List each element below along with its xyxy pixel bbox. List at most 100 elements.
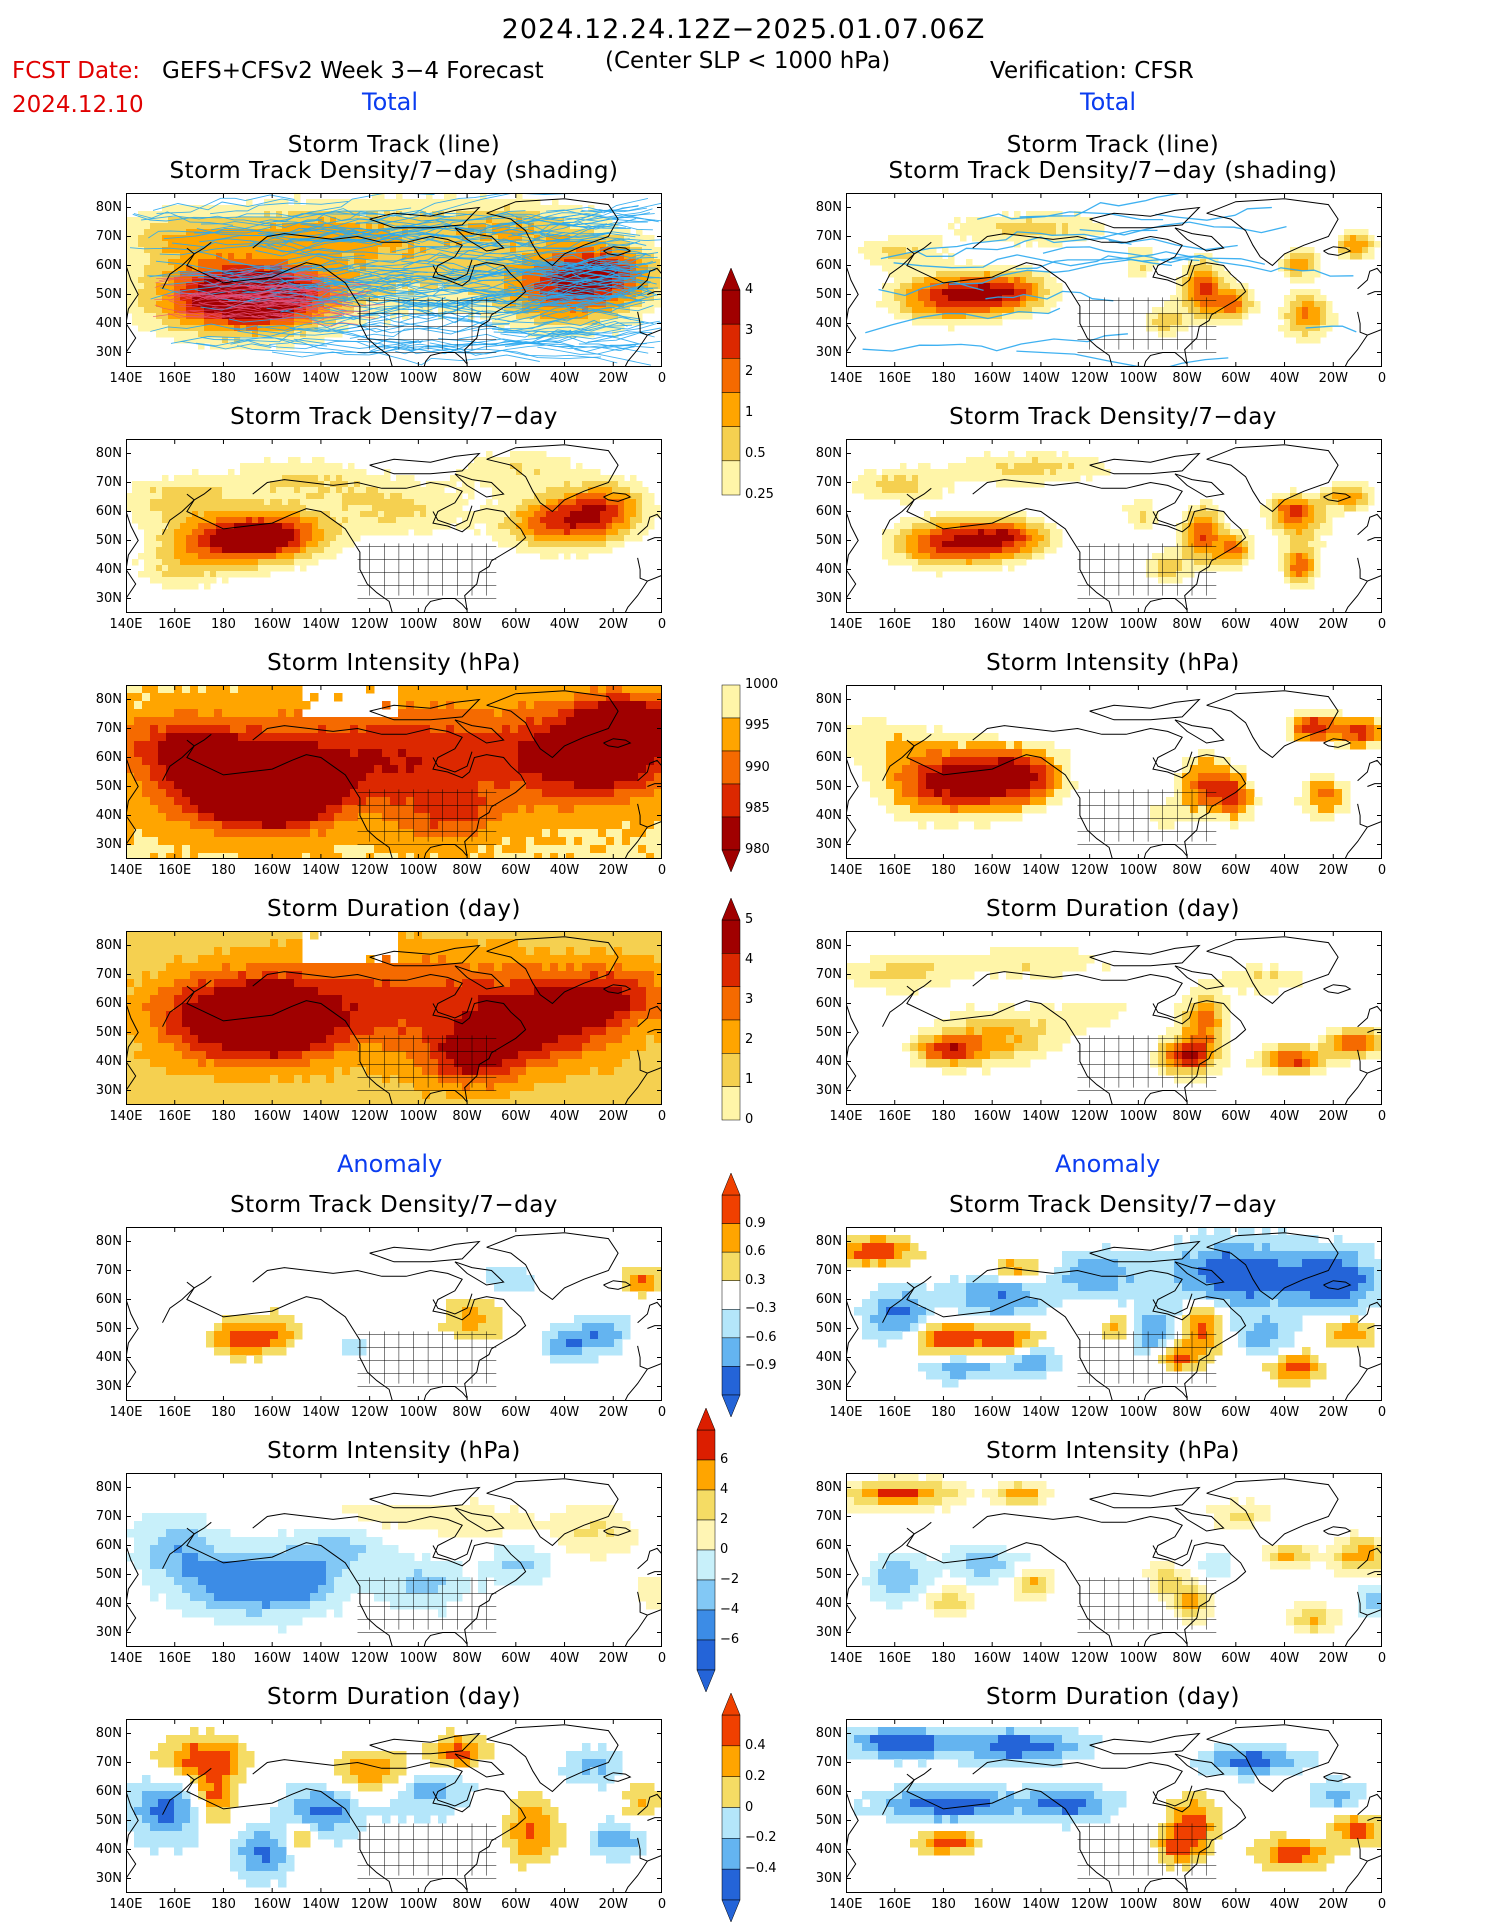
duration-anom-map-left [126, 1719, 662, 1893]
lat-tick-label: 30N [802, 1083, 842, 1098]
lat-tick-label: 50N [802, 1025, 842, 1040]
lon-tick-label: 80W [445, 1405, 489, 1420]
lon-tick-label: 100W [1116, 1651, 1160, 1666]
lon-tick-label: 20W [591, 617, 635, 632]
lon-tick-label: 140E [104, 1109, 148, 1124]
density-anom-map-left [126, 1227, 662, 1401]
lon-tick-label: 60W [494, 617, 538, 632]
lon-tick-label: 160W [970, 1651, 1014, 1666]
lat-tick-label: 40N [802, 808, 842, 823]
lon-tick-label: 180 [921, 1109, 965, 1124]
title-duration-left: Storm Duration (day) [124, 896, 664, 922]
title-intensity-anom-left: Storm Intensity (hPa) [124, 1438, 664, 1464]
lon-tick-label: 140W [1019, 1651, 1063, 1666]
lon-tick-label: 20W [1311, 1405, 1355, 1420]
lat-tick-label: 70N [82, 721, 122, 736]
duration-map-right [846, 931, 1382, 1105]
lat-tick-label: 70N [802, 721, 842, 736]
lat-tick-label: 70N [802, 1755, 842, 1770]
lon-tick-label: 160W [970, 1405, 1014, 1420]
lon-tick-label: 80W [1165, 1405, 1209, 1420]
lat-tick-label: 60N [82, 258, 122, 273]
lon-tick-label: 120W [1068, 863, 1112, 878]
title-track-density-anom-left: Storm Track Density/7−day [124, 1192, 664, 1218]
lon-tick-label: 80W [1165, 617, 1209, 632]
lon-tick-label: 20W [1311, 1897, 1355, 1912]
lat-tick-label: 40N [802, 316, 842, 331]
lat-tick-label: 50N [802, 287, 842, 302]
colorbar-label: 0.6 [745, 1244, 766, 1259]
lon-tick-label: 100W [1116, 863, 1160, 878]
lat-tick-label: 40N [82, 562, 122, 577]
duration-map-left [126, 931, 662, 1105]
title-intensity-right: Storm Intensity (hPa) [843, 650, 1383, 676]
lat-tick-label: 30N [802, 345, 842, 360]
lon-tick-label: 0 [640, 863, 684, 878]
colorbar-label: 5 [745, 912, 753, 927]
lon-tick-label: 120W [348, 1405, 392, 1420]
lat-tick-label: 80N [802, 200, 842, 215]
density-anom-map-right [846, 1227, 1382, 1401]
colorbar-label: 4 [745, 282, 753, 297]
colorbar-label: −6 [720, 1632, 739, 1647]
main-title: 2024.12.24.12Z−2025.01.07.06Z [0, 14, 1487, 45]
lon-tick-label: 140E [104, 1897, 148, 1912]
lon-tick-label: 40W [1263, 371, 1307, 386]
lat-tick-label: 60N [802, 1292, 842, 1307]
lon-tick-label: 160W [250, 1109, 294, 1124]
colorbar-label: 0.9 [745, 1216, 766, 1231]
lon-tick-label: 0 [1360, 1897, 1404, 1912]
lat-tick-label: 50N [82, 1567, 122, 1582]
lon-tick-label: 100W [1116, 1405, 1160, 1420]
lon-tick-label: 140W [299, 863, 343, 878]
lon-tick-label: 140W [1019, 1109, 1063, 1124]
colorbar-label: −0.6 [745, 1330, 777, 1345]
lon-tick-label: 160E [153, 1897, 197, 1912]
lon-tick-label: 180 [201, 371, 245, 386]
lon-tick-label: 140W [299, 617, 343, 632]
lon-tick-label: 60W [1214, 1109, 1258, 1124]
track-density-map-left [126, 439, 662, 613]
lon-tick-label: 180 [921, 1897, 965, 1912]
colorbar-density-total [721, 266, 741, 525]
lat-tick-label: 60N [82, 1538, 122, 1553]
lat-tick-label: 30N [82, 1625, 122, 1640]
lon-tick-label: 180 [921, 863, 965, 878]
fcst-model: GEFS+CFSv2 Week 3−4 Forecast [162, 58, 544, 84]
lat-tick-label: 50N [802, 1321, 842, 1336]
lon-tick-label: 60W [1214, 371, 1258, 386]
lon-tick-label: 20W [591, 1405, 635, 1420]
lon-tick-label: 40W [543, 1109, 587, 1124]
lat-tick-label: 80N [82, 200, 122, 215]
lon-tick-label: 120W [1068, 617, 1112, 632]
lon-tick-label: 160W [250, 371, 294, 386]
lat-tick-label: 60N [802, 258, 842, 273]
lon-tick-label: 80W [1165, 1109, 1209, 1124]
lon-tick-label: 20W [1311, 1109, 1355, 1124]
lat-tick-label: 30N [802, 1625, 842, 1640]
lon-tick-label: 100W [396, 1109, 440, 1124]
lon-tick-label: 140W [1019, 1897, 1063, 1912]
lon-tick-label: 0 [1360, 371, 1404, 386]
lon-tick-label: 60W [494, 1651, 538, 1666]
lon-tick-label: 160E [873, 1897, 917, 1912]
colorbar-label: 0 [745, 1800, 753, 1815]
lon-tick-label: 80W [445, 1651, 489, 1666]
lon-tick-label: 60W [1214, 863, 1258, 878]
lat-tick-label: 80N [802, 938, 842, 953]
section-anomaly-left: Anomaly [337, 1150, 442, 1178]
lat-tick-label: 70N [802, 475, 842, 490]
fcst-label: FCST Date: [12, 58, 140, 84]
lat-tick-label: 40N [802, 1350, 842, 1365]
subtitle: (Center SLP < 1000 hPa) [605, 48, 890, 74]
title-intensity-anom-right: Storm Intensity (hPa) [843, 1438, 1383, 1464]
lon-tick-label: 40W [543, 1405, 587, 1420]
lon-tick-label: 180 [921, 617, 965, 632]
lon-tick-label: 0 [640, 1109, 684, 1124]
lon-tick-label: 120W [348, 1651, 392, 1666]
lat-tick-label: 60N [82, 996, 122, 1011]
verification-label: Verification: CFSR [990, 58, 1194, 84]
lat-tick-label: 50N [82, 779, 122, 794]
lon-tick-label: 100W [1116, 617, 1160, 632]
intensity-map-right [846, 685, 1382, 859]
